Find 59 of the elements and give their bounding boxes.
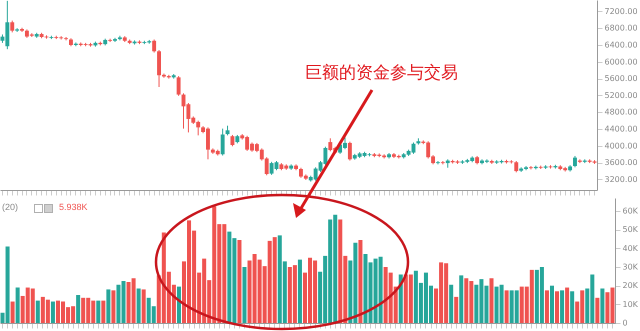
bar	[50, 302, 55, 323]
y-tick-label: 5600.00	[604, 74, 638, 84]
bar	[36, 300, 40, 323]
annotation: 巨额的资金参与交易	[305, 62, 458, 84]
y-tick-label: 10K	[622, 300, 639, 309]
y-tick-label: 30K	[622, 262, 639, 272]
bar	[454, 296, 458, 323]
y-tick-label: 20K	[622, 281, 639, 290]
bar	[298, 260, 302, 323]
candlestick	[226, 125, 230, 136]
bar	[358, 240, 362, 323]
bar	[544, 290, 549, 323]
bar	[459, 275, 464, 323]
y-tick-label: 6800.00	[604, 24, 638, 33]
candlestick	[573, 155, 577, 168]
bar	[101, 300, 106, 323]
bar	[504, 290, 509, 323]
y-tick-label: 40K	[622, 244, 639, 253]
candlestick	[152, 39, 156, 54]
bar	[555, 291, 560, 323]
bar	[10, 302, 15, 323]
y-tick-label: 4000.00	[604, 141, 638, 150]
y-tick-label: 0	[622, 318, 628, 328]
bar	[136, 288, 141, 323]
y-tick-label: 60K	[622, 206, 639, 216]
y-tick-label: 4400.00	[604, 124, 638, 134]
bar	[16, 288, 20, 323]
candlestick	[176, 76, 181, 96]
bar	[398, 274, 403, 323]
bar	[106, 289, 110, 323]
bar	[489, 278, 494, 323]
candlestick	[348, 141, 352, 162]
annotation: 5.938K	[59, 202, 88, 212]
bar	[142, 289, 146, 323]
bar	[570, 291, 574, 323]
y-tick-label: 3200.00	[604, 174, 638, 184]
y-tick-label: 5200.00	[604, 90, 638, 100]
bar	[96, 300, 100, 323]
candlestick	[220, 128, 225, 156]
bar	[560, 290, 564, 323]
bar	[242, 267, 247, 323]
bar	[550, 286, 554, 323]
bar	[449, 284, 454, 323]
y-tick-label: 3600.00	[604, 158, 638, 168]
y-tick-label: 4800.00	[604, 108, 638, 117]
bar	[595, 298, 600, 323]
y-tick-label: 50K	[622, 225, 639, 234]
y-tick-label: 6400.00	[604, 40, 638, 50]
bar	[76, 295, 80, 323]
bar	[565, 288, 570, 323]
bar	[176, 286, 181, 323]
bar	[237, 240, 242, 323]
y-tick-label: 6000.00	[604, 57, 638, 66]
candlestick	[157, 50, 161, 88]
candlestick	[230, 134, 234, 147]
bar	[600, 288, 604, 323]
bar	[111, 290, 116, 323]
y-tick-label: 7200.00	[604, 6, 638, 16]
annotation: (20)	[2, 202, 18, 212]
